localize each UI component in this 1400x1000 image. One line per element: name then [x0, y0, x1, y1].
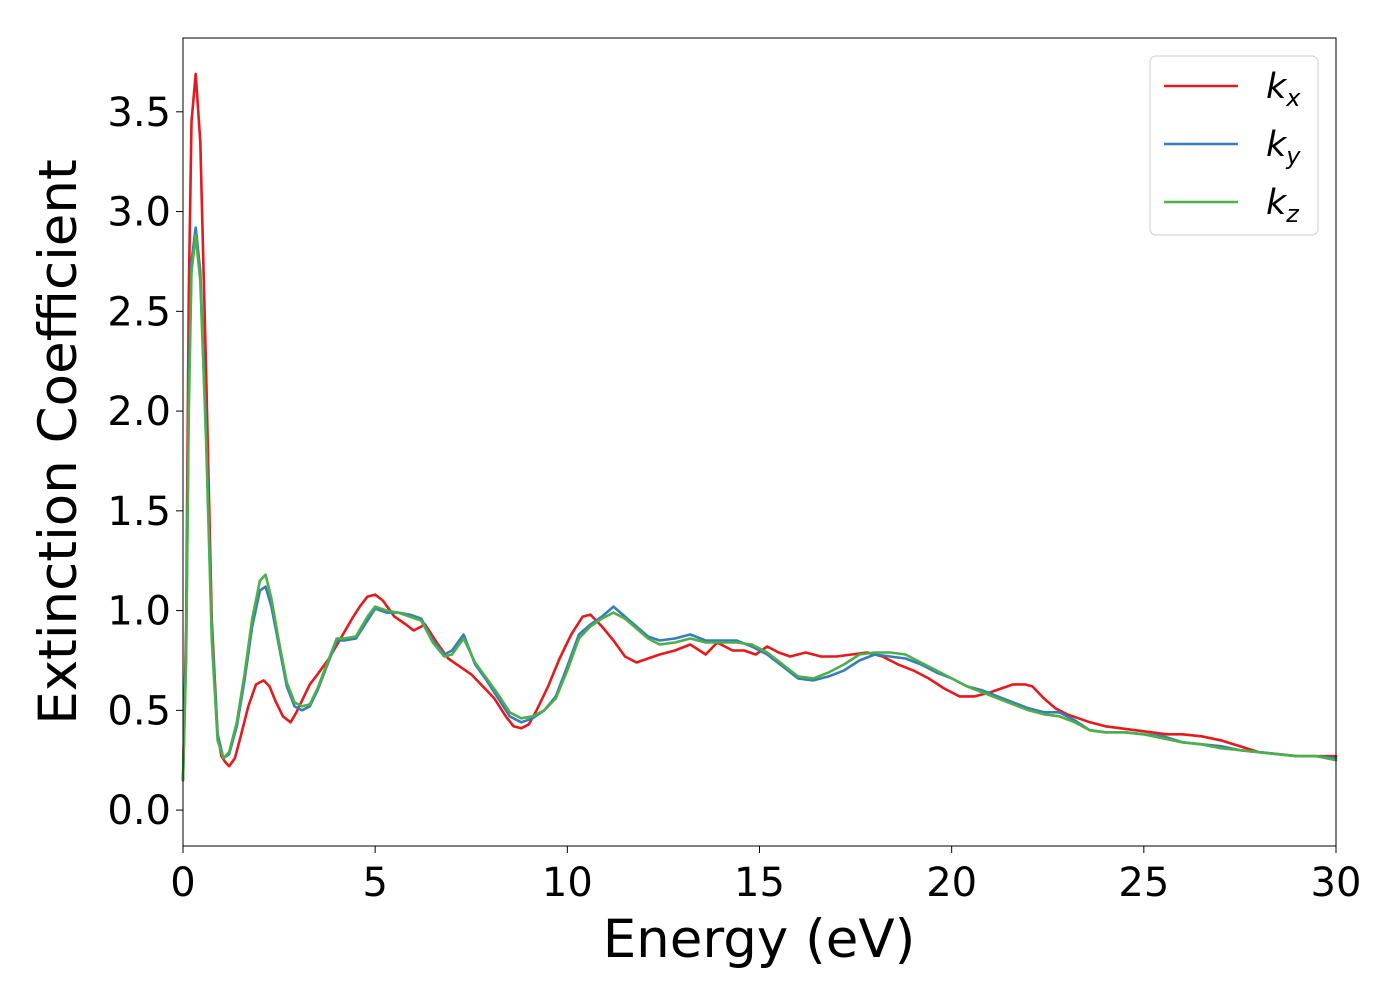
plot-background [183, 38, 1336, 846]
legend-frame [1149, 55, 1319, 236]
legend-label-ky: ky [1266, 125, 1301, 170]
x-tick-label: 30 [1311, 860, 1362, 906]
x-axis: 0 5 10 15 20 25 30 [170, 846, 1361, 906]
x-tick-label: 5 [362, 860, 387, 906]
x-tick-label: 20 [926, 860, 977, 906]
x-tick-label: 0 [170, 860, 195, 906]
y-tick-label: 2.5 [107, 289, 171, 335]
x-tick-label: 15 [734, 860, 785, 906]
series-layer [181, 72, 1338, 782]
series-line-ky [181, 226, 1338, 782]
y-axis: 0.0 0.5 1.0 1.5 2.0 2.5 3.0 3.5 [107, 90, 183, 834]
y-tick-label: 3.5 [107, 90, 171, 136]
x-tick-label: 10 [542, 860, 593, 906]
x-axis-title: Energy (eV) [603, 909, 916, 970]
y-tick-label: 0.5 [107, 688, 171, 734]
y-tick-label: 1.5 [107, 489, 171, 535]
y-axis-title: Extinction Coefficient [28, 159, 89, 725]
y-tick-label: 0.0 [107, 788, 171, 834]
y-tick-label: 1.0 [107, 589, 171, 635]
x-tick-label: 25 [1118, 860, 1169, 906]
y-tick-label: 3.0 [107, 190, 171, 236]
series-line-kz [181, 234, 1338, 782]
y-tick-label: 2.0 [107, 389, 171, 435]
